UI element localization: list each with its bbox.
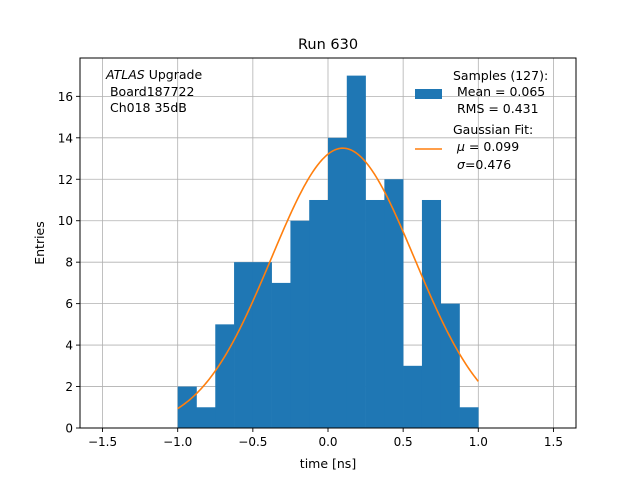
gaussian-fit-curve [177, 147, 479, 410]
x-tick-label: −1.0 [163, 435, 192, 449]
annotation-line-2: Board187722 [106, 84, 194, 99]
legend-fit-title: Gaussian Fit: [453, 122, 533, 137]
x-tick-label: −1.5 [88, 435, 117, 449]
histogram-bar [290, 220, 310, 428]
legend-mu-value: = 0.099 [465, 139, 519, 154]
histogram-bar [459, 407, 479, 428]
legend-histogram-line-1: Samples (127): [453, 68, 548, 83]
x-tick-label: 1.5 [544, 435, 563, 449]
legend-histogram-line-2: Mean = 0.065 [453, 84, 545, 99]
y-tick-label: 4 [65, 339, 73, 353]
x-tick-label: −0.5 [238, 435, 267, 449]
legend-mu-symbol: μ [456, 139, 465, 154]
y-tick-label: 12 [58, 173, 73, 187]
y-tick-label: 0 [65, 422, 73, 436]
histogram-bar [196, 407, 216, 428]
legend-fit-sigma: σ=0.476 [457, 157, 511, 172]
histogram-bar [440, 303, 460, 428]
histogram-bar [403, 365, 423, 428]
histogram-bar [328, 137, 348, 428]
annotation-atlas: ATLAS [105, 67, 145, 82]
gaussian-fit-line [177, 147, 479, 410]
x-tick-label: 0.5 [394, 435, 413, 449]
y-tick-label: 10 [58, 214, 73, 228]
y-tick-label: 6 [65, 297, 73, 311]
y-tick-label: 14 [58, 131, 73, 145]
annotation-line-3: Ch018 35dB [106, 100, 187, 115]
legend: Samples (127): Mean = 0.065 RMS = 0.431 … [415, 68, 548, 172]
annotation-line-1: ATLAS Upgrade [105, 67, 202, 82]
legend-sigma-symbol: σ [457, 157, 466, 172]
legend-histogram-swatch [415, 89, 442, 99]
y-tick-label: 8 [65, 256, 73, 270]
histogram-bar [346, 75, 366, 428]
y-tick-label: 16 [58, 90, 73, 104]
histogram-bar [234, 262, 254, 428]
x-tick-label: 1.0 [469, 435, 488, 449]
histogram-bar [215, 324, 235, 428]
histogram-bar [421, 199, 442, 428]
histogram-bar [384, 179, 404, 428]
legend-histogram-line-3: RMS = 0.431 [453, 101, 539, 116]
x-axis-label: time [ns] [300, 456, 356, 471]
histogram-bar [309, 199, 329, 428]
axis-ticks: −1.5 −1.0 −0.5 0.0 0.5 1.0 1.5 0 2 4 6 8 10 12 14 16 [58, 90, 563, 449]
legend-fit-mu: μ = 0.099 [456, 139, 519, 154]
histogram-bar [365, 199, 385, 428]
chart-title: Run 630 [298, 37, 358, 53]
annotation-upgrade: Upgrade [145, 67, 203, 82]
histogram-bar [252, 262, 272, 428]
x-tick-label: 0.0 [318, 435, 337, 449]
legend-sigma-value: =0.476 [465, 157, 511, 172]
y-axis-label: Entries [32, 221, 47, 265]
atlas-annotation: ATLAS Upgrade Board187722 Ch018 35dB [105, 67, 202, 115]
histogram-bar [271, 282, 291, 428]
y-tick-label: 2 [65, 380, 73, 394]
